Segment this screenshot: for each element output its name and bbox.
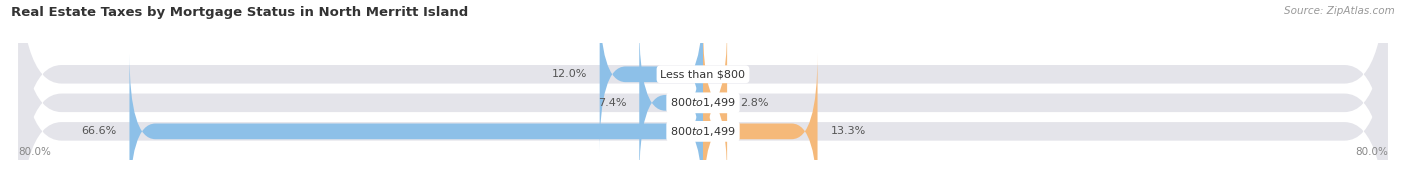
Text: $800 to $1,499: $800 to $1,499 [671, 125, 735, 138]
Text: 0.0%: 0.0% [716, 69, 744, 79]
Text: 13.3%: 13.3% [831, 126, 866, 136]
FancyBboxPatch shape [129, 54, 703, 195]
FancyBboxPatch shape [18, 0, 1388, 195]
FancyBboxPatch shape [18, 0, 1388, 195]
Text: Less than $800: Less than $800 [661, 69, 745, 79]
Text: $800 to $1,499: $800 to $1,499 [671, 96, 735, 109]
FancyBboxPatch shape [599, 0, 703, 152]
Text: 12.0%: 12.0% [551, 69, 586, 79]
FancyBboxPatch shape [702, 25, 728, 181]
Text: 2.8%: 2.8% [740, 98, 769, 108]
Text: 80.0%: 80.0% [18, 147, 51, 157]
Text: 66.6%: 66.6% [82, 126, 117, 136]
Text: 7.4%: 7.4% [598, 98, 626, 108]
Text: 80.0%: 80.0% [1355, 147, 1388, 157]
FancyBboxPatch shape [640, 25, 703, 181]
FancyBboxPatch shape [703, 54, 817, 195]
Text: Source: ZipAtlas.com: Source: ZipAtlas.com [1284, 6, 1395, 16]
Text: Real Estate Taxes by Mortgage Status in North Merritt Island: Real Estate Taxes by Mortgage Status in … [11, 6, 468, 19]
FancyBboxPatch shape [18, 0, 1388, 195]
